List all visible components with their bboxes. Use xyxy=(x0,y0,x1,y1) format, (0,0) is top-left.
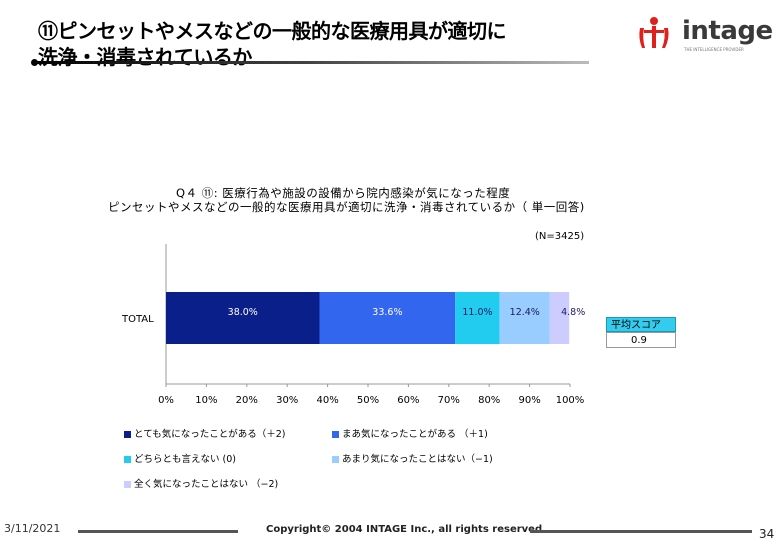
legend-label: とても気になったことがある（＋2) xyxy=(134,429,286,440)
intage-logo: intage THE INTELLIGENCE PROVIDER xyxy=(636,14,773,54)
legend-entry: 全く気になったことはない （−2) xyxy=(124,476,278,490)
legend-swatch xyxy=(124,456,131,463)
slide-title-line1: ⑪ピンセットやメスなどの一般的な医療用具が適切に xyxy=(38,19,507,43)
x-tick-label: 0% xyxy=(158,395,174,406)
legend-entry: あまり気になったことはない（−1) xyxy=(332,451,493,465)
bar-segment xyxy=(166,292,320,344)
sample-size: (N=3425) xyxy=(535,231,585,242)
legend-swatch xyxy=(124,481,131,488)
question-line2: ピンセットやメスなどの一般的な医療用具が適切に洗浄・消毒されているか（ 単一回答… xyxy=(108,200,585,214)
bar-segment xyxy=(319,292,456,344)
x-tick-label: 20% xyxy=(236,395,258,406)
x-tick-label: 70% xyxy=(438,395,460,406)
x-tick-label: 10% xyxy=(195,395,217,406)
bar-segment xyxy=(455,292,500,344)
title-underline xyxy=(34,61,589,64)
x-tick-label: 80% xyxy=(478,395,500,406)
legend-entry: まあ気になったことがある （＋1) xyxy=(332,426,488,440)
average-score-label: 平均スコア xyxy=(606,317,676,332)
page-number: 34 xyxy=(759,527,775,541)
legend-label: あまり気になったことはない（−1) xyxy=(342,454,493,465)
legend-entry: とても気になったことがある（＋2) xyxy=(124,426,286,440)
x-tick-label: 30% xyxy=(276,395,298,406)
category-label: TOTAL xyxy=(121,314,154,325)
footer-date: 3/11/2021 xyxy=(4,522,61,535)
data-label: 38.0% xyxy=(228,307,258,318)
x-tick-label: 100% xyxy=(556,395,585,406)
legend-label: まあ気になったことがある （＋1) xyxy=(342,429,488,440)
average-score-value: 0.9 xyxy=(606,332,676,348)
legend-entry: どちらとも言えない (0) xyxy=(124,451,236,465)
bar-segment xyxy=(499,292,550,344)
legend-swatch xyxy=(124,431,131,438)
x-tick-label: 40% xyxy=(316,395,338,406)
footer-copyright: Copyright© 2004 INTAGE Inc., all rights … xyxy=(266,524,546,535)
bar-segment xyxy=(549,292,570,344)
footer-rule-left xyxy=(78,530,238,533)
question-line1: Q４ ⑪: 医療行為や施設の設備から院内感染が気になった程度 xyxy=(176,186,511,200)
logo-text: intage xyxy=(682,16,773,46)
footer-rule-right xyxy=(530,530,752,533)
data-label: 11.0% xyxy=(462,307,492,318)
data-label: 4.8% xyxy=(561,307,585,318)
legend-label: どちらとも言えない (0) xyxy=(134,454,236,465)
x-tick-label: 90% xyxy=(518,395,540,406)
data-label: 33.6% xyxy=(372,307,402,318)
x-tick-label: 50% xyxy=(357,395,379,406)
data-label: 12.4% xyxy=(510,307,540,318)
slide-title: ⑪ピンセットやメスなどの一般的な医療用具が適切に 洗浄・消毒されているか xyxy=(38,18,598,70)
legend-swatch xyxy=(332,431,339,438)
legend-swatch xyxy=(332,456,339,463)
legend-label: 全く気になったことはない （−2) xyxy=(134,479,279,490)
logo-mark-icon xyxy=(639,17,669,48)
logo-tagline: THE INTELLIGENCE PROVIDER xyxy=(684,47,744,52)
x-tick-label: 60% xyxy=(397,395,419,406)
slide-title-line2: 洗浄・消毒されているか xyxy=(38,45,252,69)
